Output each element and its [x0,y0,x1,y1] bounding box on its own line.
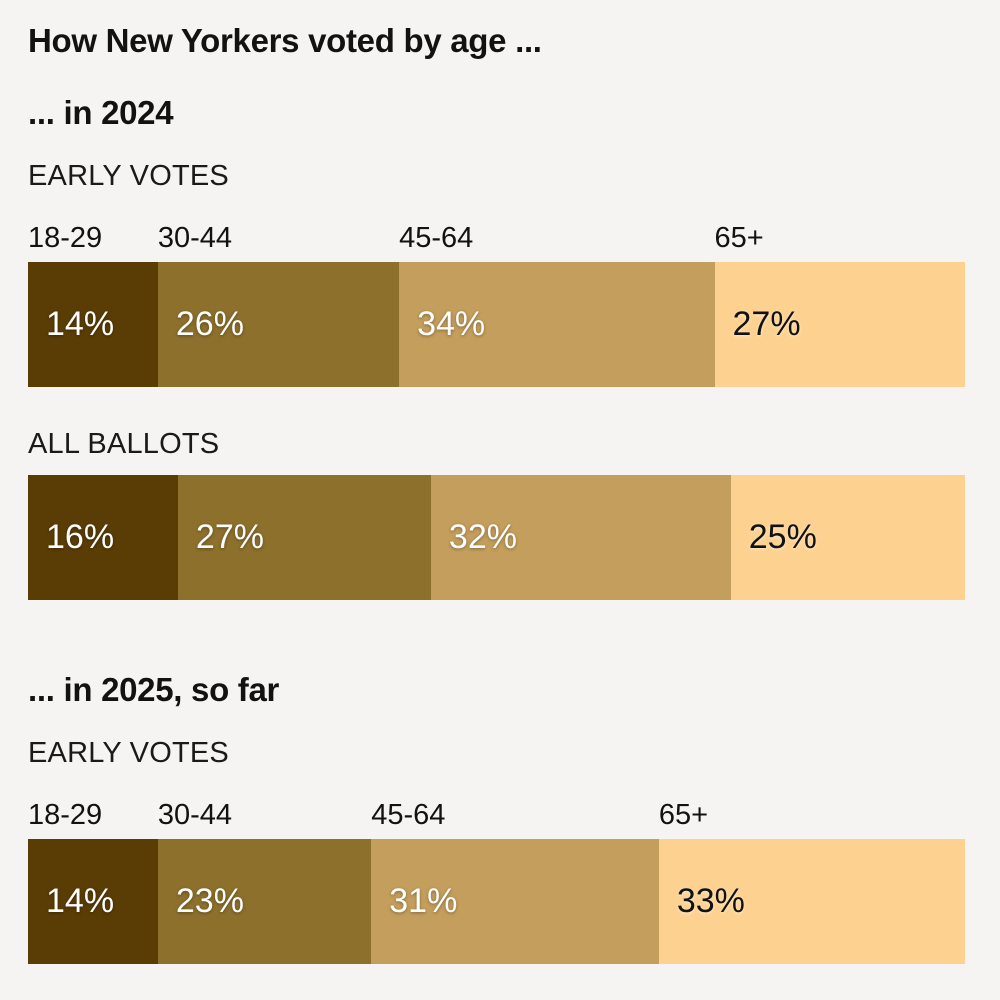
section-heading-2025: ... in 2025, so far [28,670,280,708]
bar-segment-45-64: 31% [371,839,659,965]
age-label-30-44: 30-44 [157,221,233,254]
bar-segment-30-44: 26% [157,262,400,388]
age-label-45-64: 45-64 [399,221,474,254]
bar-segment-value: 34% [417,305,486,344]
bar-segment-value: 27% [195,517,264,556]
bar-segment-value: 32% [448,517,517,556]
stacked-bar-2025-early-votes: 14% 23% 31% 33% [28,839,965,965]
section-2025: ... in 2025, so far EARLY VOTES 18-29 30-… [28,670,965,965]
bar-segment-18-29: 14% [28,262,158,388]
age-label-18-29: 18-29 [28,221,103,254]
age-label-65+: 65+ [658,798,709,831]
bar-segment-value: 26% [175,305,244,344]
bar-segment-18-29: 16% [28,474,178,600]
section-2024: ... in 2024 EARLY VOTES 18-29 30-44 45-64 6… [28,93,965,600]
bar-segment-value: 33% [676,882,745,921]
bar-segment-value: 31% [389,882,458,921]
bar-segment-65+: 27% [714,262,965,388]
bar-segment-value: 14% [46,882,115,921]
bar-segment-value: 25% [748,517,817,556]
bar-segment-value: 23% [175,882,244,921]
bar-segment-18-29: 14% [28,839,158,965]
bar-segment-30-44: 27% [177,474,431,600]
bar-segment-value: 14% [46,305,115,344]
age-labels-row-2025-early: 18-29 30-44 45-64 65+ [28,798,965,831]
age-label-30-44: 30-44 [157,798,233,831]
bar-segment-value: 16% [46,517,115,556]
age-label-45-64: 45-64 [371,798,446,831]
stacked-bar-2024-early-votes: 14% 26% 34% 27% [28,262,965,388]
chart-title: How New Yorkers voted by age ... [28,22,542,59]
bar-segment-65+: 25% [730,474,965,600]
bar-segment-value: 27% [732,305,801,344]
stacked-bar-2024-all-ballots: 16% 27% 32% 25% [28,474,965,600]
ballot-type-label-early-votes-2025: EARLY VOTES [28,737,229,770]
bar-segment-30-44: 23% [157,839,372,965]
section-heading-2024: ... in 2024 [28,93,174,131]
age-labels-row-2024-early: 18-29 30-44 45-64 65+ [28,221,965,254]
bar-segment-45-64: 34% [399,262,715,388]
bar-segment-45-64: 32% [430,474,731,600]
age-label-65+: 65+ [714,221,764,254]
chart-graphic: How New Yorkers voted by age ... ... in … [28,22,965,965]
bar-segment-65+: 33% [658,839,965,965]
ballot-type-label-early-votes-2024: EARLY VOTES [28,160,229,193]
ballot-type-label-all-ballots-2024: ALL BALLOTS [28,428,220,461]
age-label-18-29: 18-29 [28,798,103,831]
